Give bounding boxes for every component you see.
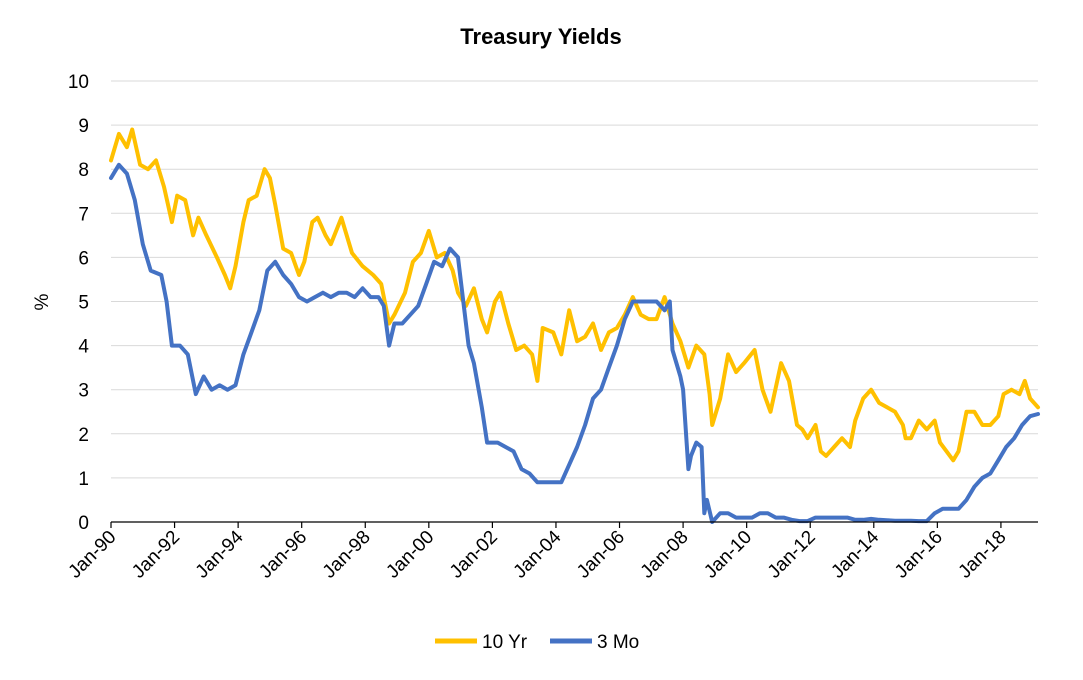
legend: 10 Yr 3 Mo [435, 632, 639, 653]
y-tick-label: 9 [78, 116, 89, 137]
chart-title: Treasury Yields [460, 24, 621, 49]
y-axis-label: % [32, 293, 53, 310]
x-tick-label: Jan-04 [510, 526, 566, 582]
x-tick-label: Jan-18 [955, 527, 1011, 583]
y-tick-label: 2 [78, 425, 89, 446]
y-tick-label: 0 [78, 513, 89, 534]
y-tick-label: 7 [78, 204, 89, 225]
legend-label-10-yr: 10 Yr [482, 632, 528, 653]
legend-label-3-mo: 3 Mo [597, 632, 639, 653]
y-tick-label: 1 [78, 469, 89, 490]
x-tick-label: Jan-92 [128, 527, 184, 583]
x-tick-label: Jan-06 [573, 527, 629, 583]
x-tick-label: Jan-08 [637, 527, 693, 583]
x-tick-label: Jan-00 [382, 527, 438, 583]
x-tick-label: Jan-02 [446, 527, 502, 583]
series-line-3-mo [109, 162, 1040, 524]
x-tick-label: Jan-12 [764, 527, 820, 583]
gridlines [111, 80, 1038, 479]
x-tick-label: Jan-10 [700, 527, 756, 583]
x-tick-label: Jan-16 [891, 527, 947, 583]
x-tick-label: Jan-96 [255, 527, 311, 583]
series-line-10-yr [109, 127, 1040, 463]
y-tick-label: 6 [78, 248, 89, 269]
y-tick-label: 4 [78, 337, 89, 358]
y-tick-label: 8 [78, 160, 89, 181]
y-tick-label: 5 [78, 293, 89, 314]
x-tick-label: Jan-14 [827, 526, 883, 582]
y-tick-label: 10 [68, 72, 89, 93]
x-tick-label: Jan-94 [192, 526, 248, 582]
x-tick-label: Jan-98 [319, 527, 375, 583]
series-lines [109, 127, 1040, 524]
y-tick-label: 3 [78, 381, 89, 402]
x-tick-label: Jan-90 [65, 527, 121, 583]
